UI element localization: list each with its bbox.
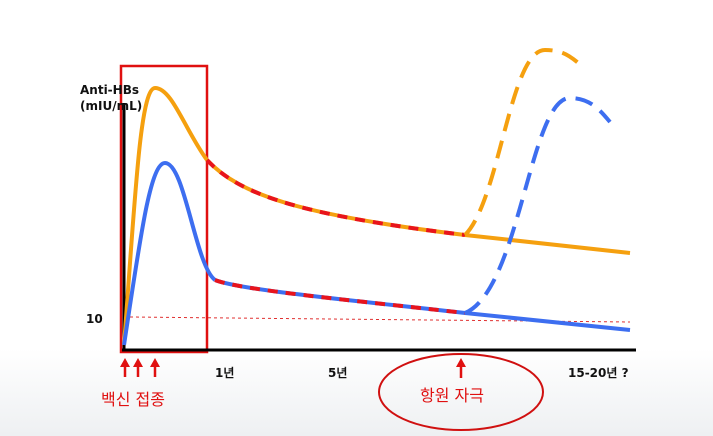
antigen-challenge-label: 항원 자극 xyxy=(420,386,484,405)
blue-waning-dash xyxy=(214,278,466,315)
orange-primary-curve xyxy=(122,85,209,346)
blue-primary-curve xyxy=(122,160,217,346)
blue-long-term-curve xyxy=(464,311,631,332)
vaccination-label: 백신 접종 xyxy=(101,390,165,409)
orange-booster-curve xyxy=(463,47,584,237)
orange-long-term-curve xyxy=(464,233,631,255)
blue-waning-curve xyxy=(214,278,466,315)
orange-waning-dash xyxy=(205,158,466,237)
y-tick-10: 10 xyxy=(86,312,103,326)
blue-booster-curve xyxy=(464,95,612,315)
vaccination-period-box xyxy=(119,64,209,354)
x-tick-1-year: 1년 xyxy=(215,366,235,380)
x-tick-5-years: 5년 xyxy=(328,366,348,380)
y-axis-title-line1: Anti-HBs xyxy=(80,83,139,97)
x-tick-15-20-years: 15-20년 ? xyxy=(568,366,629,380)
antigen-challenge-circle xyxy=(378,353,544,431)
orange-waning-curve xyxy=(205,158,466,237)
y-axis-title-line2: (mIU/mL) xyxy=(80,99,143,113)
vaccination-arrows xyxy=(120,358,466,378)
